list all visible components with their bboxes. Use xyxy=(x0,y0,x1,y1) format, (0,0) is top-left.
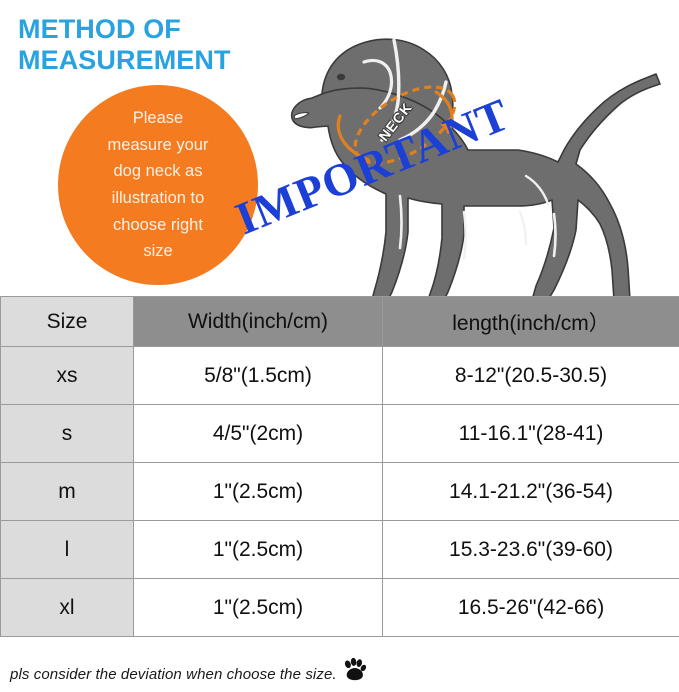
cell-size: l xyxy=(0,520,134,579)
table-row: xl 1"(2.5cm) 16.5-26"(42-66) xyxy=(0,578,679,637)
size-chart-table: Size Width(inch/cm) length(inch/cm） xs 5… xyxy=(0,296,679,637)
cell-width: 5/8"(1.5cm) xyxy=(133,346,383,405)
cell-size: xl xyxy=(0,578,134,637)
instruction-callout: Please measure your dog neck as illustra… xyxy=(58,85,258,285)
cell-width: 1"(2.5cm) xyxy=(133,578,383,637)
table-row: l 1"(2.5cm) 15.3-23.6"(39-60) xyxy=(0,520,679,579)
instruction-callout-text: Please measure your dog neck as illustra… xyxy=(107,108,209,261)
illustration-area: METHOD OF MEASUREMENT Please measure you… xyxy=(0,0,679,296)
column-header-width: Width(inch/cm) xyxy=(133,296,383,347)
column-header-size: Size xyxy=(0,296,134,347)
paw-print-icon xyxy=(344,657,366,681)
cell-size: m xyxy=(0,462,134,521)
table-header-row: Size Width(inch/cm) length(inch/cm） xyxy=(0,296,679,347)
page-title: METHOD OF MEASUREMENT xyxy=(18,14,318,77)
table-row: xs 5/8"(1.5cm) 8-12"(20.5-30.5) xyxy=(0,346,679,405)
column-header-length: length(inch/cm） xyxy=(382,296,679,347)
title-line-2: MEASUREMENT xyxy=(18,45,231,76)
cell-width: 1"(2.5cm) xyxy=(133,520,383,579)
cell-length: 16.5-26"(42-66) xyxy=(382,578,679,637)
title-line-1: METHOD OF xyxy=(18,14,181,44)
footer-note: pls consider the deviation when choose t… xyxy=(10,665,337,683)
cell-length: 11-16.1"(28-41) xyxy=(382,404,679,463)
dog-silhouette xyxy=(290,38,661,296)
cell-length: 8-12"(20.5-30.5) xyxy=(382,346,679,405)
dog-illustration xyxy=(290,38,661,296)
table-row: m 1"(2.5cm) 14.1-21.2"(36-54) xyxy=(0,462,679,521)
cell-size: xs xyxy=(0,346,134,405)
cell-length: 14.1-21.2"(36-54) xyxy=(382,462,679,521)
cell-width: 4/5"(2cm) xyxy=(133,404,383,463)
cell-size: s xyxy=(0,404,134,463)
footer: pls consider the deviation when choose t… xyxy=(10,657,367,691)
cell-width: 1"(2.5cm) xyxy=(133,462,383,521)
table-row: s 4/5"(2cm) 11-16.1"(28-41) xyxy=(0,404,679,463)
neck-measure-ellipse xyxy=(336,85,457,165)
cell-length: 15.3-23.6"(39-60) xyxy=(382,520,679,579)
